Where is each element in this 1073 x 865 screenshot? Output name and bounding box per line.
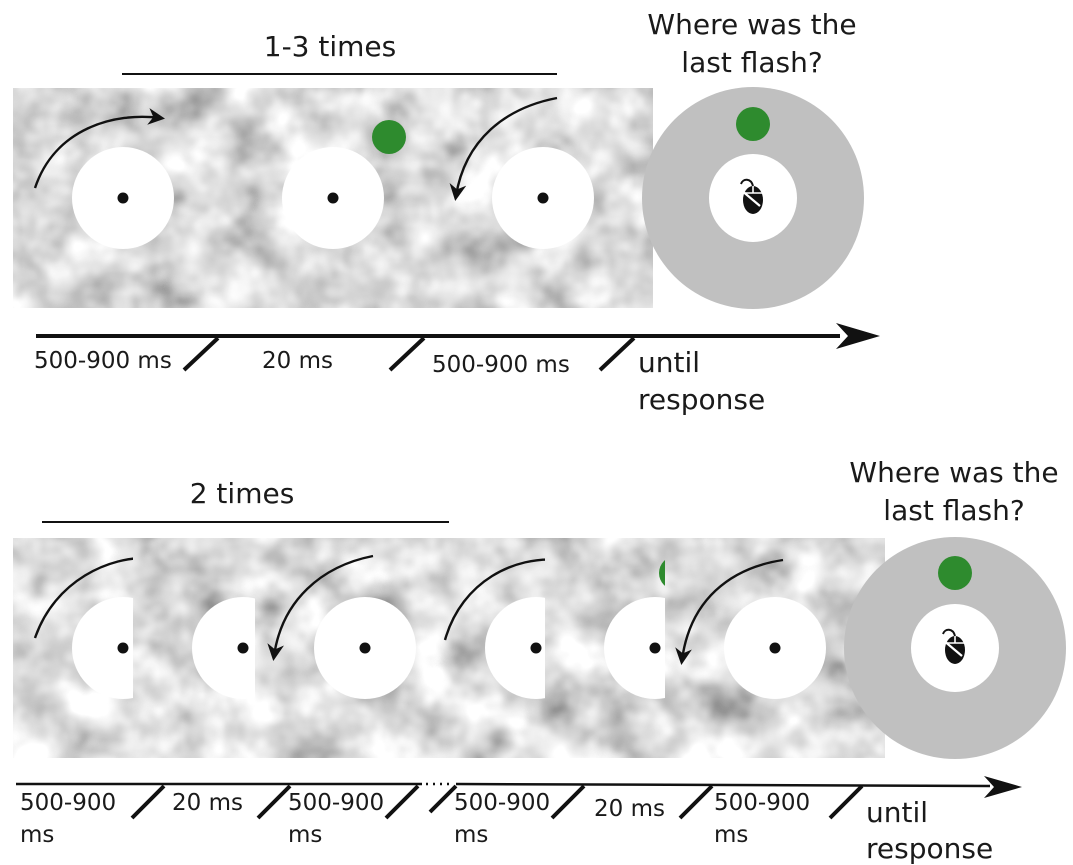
fixation-dot-icon [769, 642, 781, 654]
stimulus-disc [13, 88, 233, 308]
segment-tick [428, 784, 458, 814]
green-flash [372, 120, 406, 154]
fixation-dot-icon [359, 642, 371, 654]
fixation-dot-icon [327, 192, 339, 204]
duration-label: 500-900 ms [432, 352, 570, 378]
curved-arrow-icon [33, 549, 156, 639]
fixation-dot-icon [530, 642, 542, 654]
segment-tick [678, 784, 714, 820]
segment-tick [182, 336, 220, 372]
segment-tick [550, 784, 586, 820]
duration-label-unit: ms [454, 822, 488, 848]
bottom-panel: 2 times Where was the last flash? [13, 456, 1066, 865]
duration-label: 500-900 [20, 790, 116, 816]
response-disc [844, 537, 1066, 759]
timeline-line [455, 782, 991, 788]
top-panel: 1-3 times Where was the last flash? [13, 8, 880, 416]
duration-label-unit: ms [288, 822, 322, 848]
segment-tick [256, 784, 292, 820]
final-label-line-1: until [866, 796, 928, 829]
curved-arrow-icon [675, 558, 784, 665]
duration-label: 500-900 ms [34, 348, 172, 374]
final-label-line-2: response [866, 832, 993, 865]
segment-tick [828, 784, 864, 820]
duration-label: 500-900 [714, 790, 810, 816]
duration-label: 20 ms [172, 790, 243, 816]
question-line-2: last flash? [883, 494, 1024, 527]
question-line-1: Where was the [647, 8, 856, 41]
curved-arrow-icon [267, 554, 374, 661]
stimulus-disc [665, 538, 885, 758]
segment-tick [388, 336, 426, 372]
repeat-label: 2 times [190, 477, 295, 510]
response-disc [642, 87, 864, 309]
fixation-dot-icon [117, 642, 129, 654]
repeat-label: 1-3 times [264, 30, 396, 63]
curved-arrow-icon [443, 550, 564, 641]
duration-label: 20 ms [262, 348, 333, 374]
green-flash [659, 556, 693, 590]
segment-tick [130, 784, 166, 820]
duration-label: 20 ms [594, 796, 665, 822]
fixation-dot-icon [117, 192, 129, 204]
stimulus-disc [223, 88, 443, 308]
duration-label: 500-900 [288, 790, 384, 816]
stimulus-disc [255, 538, 475, 758]
final-label-line-2: response [638, 383, 765, 416]
timeline-arrowhead [836, 323, 880, 349]
stimulus-disc [433, 88, 653, 308]
curved-arrow-icon [33, 108, 165, 189]
green-flash [736, 107, 770, 141]
fixation-dot-icon [649, 642, 661, 654]
fixation-dot-icon [237, 642, 249, 654]
timeline-arrowhead [984, 776, 1022, 798]
duration-label-unit: ms [20, 822, 54, 848]
fixation-dot-icon [537, 192, 549, 204]
green-flash [938, 556, 972, 590]
duration-label: 500-900 [454, 790, 550, 816]
duration-label-unit: ms [714, 822, 748, 848]
question-line-1: Where was the [849, 456, 1058, 489]
segment-tick [384, 784, 420, 820]
question-line-2: last flash? [681, 46, 822, 79]
curved-arrow-icon [449, 96, 558, 201]
segment-tick [598, 336, 636, 372]
final-label-line-1: until [638, 346, 700, 379]
